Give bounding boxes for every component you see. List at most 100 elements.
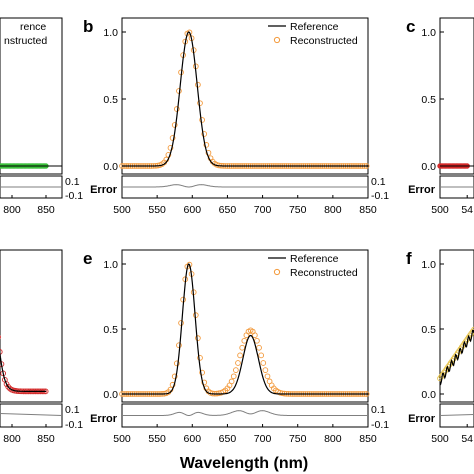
- legend-swatch-reconstructed: [273, 36, 281, 44]
- legend-label-reference: rence: [20, 21, 46, 33]
- x-tick-label: 650: [219, 433, 237, 445]
- reconstructed-point: [169, 381, 176, 388]
- legend-label-reference: Reference: [290, 21, 339, 33]
- legend-swatch-reconstructed: [273, 268, 281, 276]
- main-plot-frame: [439, 17, 474, 175]
- x-tick-label: 750: [289, 433, 307, 445]
- x-tick-label: 600: [184, 433, 202, 445]
- panel-c: [437, 17, 474, 199]
- panel-d: [0, 249, 63, 428]
- x-tick-label: 54: [461, 433, 473, 445]
- y-tick-label: 0.0: [421, 161, 436, 173]
- reconstructed-point: [279, 390, 286, 397]
- x-tick-label: 800: [3, 433, 21, 445]
- reconstructed-point: [169, 135, 176, 141]
- reconstructed-point: [260, 360, 267, 366]
- x-tick-label: 550: [148, 433, 166, 445]
- reconstructed-point: [171, 373, 178, 380]
- y-tick-label: 1.0: [103, 259, 118, 271]
- error-tick-label: -0.1: [371, 190, 389, 202]
- reconstructed-point: [167, 145, 174, 151]
- reconstructed-point: [203, 142, 210, 148]
- reconstructed-point: [201, 379, 208, 386]
- reconstructed-point: [469, 328, 474, 335]
- legend-label-reconstructed: nstructed: [4, 35, 47, 47]
- legend-label-reference: Reference: [290, 253, 339, 265]
- reconstructed-point: [471, 326, 474, 333]
- reconstructed-point: [186, 29, 193, 36]
- reconstructed-point: [241, 337, 248, 344]
- x-tick-label: 500: [431, 433, 449, 445]
- reference-series-line: [439, 329, 474, 386]
- reconstructed-point: [264, 373, 271, 380]
- reconstructed-point: [0, 349, 3, 355]
- x-tick-label: 850: [37, 204, 55, 216]
- main-plot-frame: [121, 249, 369, 403]
- reconstructed-point: [176, 342, 182, 349]
- error-label: Error: [90, 413, 118, 425]
- panel-letter-c: c: [406, 17, 415, 36]
- y-tick-label: 0.5: [103, 94, 118, 106]
- y-tick-label: 1.0: [103, 27, 118, 39]
- reconstructed-point: [239, 344, 246, 351]
- x-tick-label: 500: [431, 204, 449, 216]
- legend-label-reconstructed: Reconstructed: [290, 267, 358, 279]
- x-axis-title: Wavelength (nm): [180, 455, 308, 472]
- panel-letter-e: e: [83, 249, 92, 268]
- reconstructed-point: [228, 378, 235, 385]
- y-tick-label: 0.0: [103, 161, 118, 173]
- reconstructed-point: [205, 149, 212, 156]
- y-tick-label: 0.5: [421, 324, 436, 336]
- error-tick-label: -0.1: [65, 419, 83, 431]
- reconstructed-point: [195, 335, 201, 342]
- reference-series-line: [122, 263, 368, 395]
- error-tick-label: 0.1: [65, 176, 80, 188]
- x-tick-label: 500: [113, 433, 131, 445]
- y-tick-label: 1.0: [421, 259, 436, 271]
- error-tick-label: 0.1: [371, 404, 386, 416]
- reconstructed-point: [230, 373, 237, 380]
- error-tick-label: 0.1: [371, 176, 386, 188]
- y-tick-label: 0.5: [103, 324, 118, 336]
- x-tick-label: 550: [148, 204, 166, 216]
- reconstructed-point: [233, 367, 239, 373]
- x-tick-label: 650: [219, 204, 237, 216]
- reconstructed-point: [254, 337, 260, 344]
- x-tick-label: 800: [324, 433, 342, 445]
- x-tick-label: 500: [113, 204, 131, 216]
- error-tick-label: 0.1: [65, 404, 80, 416]
- error-series-line: [439, 414, 474, 416]
- panel-letter-f: f: [406, 249, 412, 268]
- error-label: Error: [408, 413, 436, 425]
- error-label: Error: [90, 184, 118, 196]
- reconstructed-point: [251, 332, 258, 339]
- error-label: Error: [408, 184, 436, 196]
- x-tick-label: 850: [359, 204, 377, 216]
- x-tick-label: 750: [289, 204, 307, 216]
- reconstructed-point: [173, 106, 180, 112]
- reference-series-line: [0, 348, 46, 392]
- reconstructed-point: [262, 367, 269, 373]
- reconstructed-point: [5, 384, 12, 390]
- reconstructed-point: [3, 381, 10, 387]
- reconstructed-point: [173, 360, 180, 367]
- main-plot-frame: [0, 249, 63, 403]
- reconstructed-point: [171, 122, 178, 128]
- reconstructed-point: [197, 355, 203, 361]
- error-series-line: [0, 413, 63, 416]
- reconstructed-point: [201, 131, 208, 137]
- y-tick-label: 1.0: [421, 27, 436, 39]
- x-tick-label: 800: [3, 204, 21, 216]
- reconstructed-point: [235, 360, 241, 366]
- x-tick-label: 700: [254, 433, 272, 445]
- error-tick-label: -0.1: [371, 419, 389, 431]
- x-tick-label: 850: [359, 433, 377, 445]
- main-plot-frame: [439, 249, 474, 403]
- reconstructed-point: [237, 352, 243, 359]
- panel-e: [119, 249, 370, 428]
- main-plot-frame: [121, 17, 369, 175]
- panel-letter-b: b: [83, 17, 93, 36]
- main-plot-frame: [0, 17, 63, 175]
- panel-a: [0, 17, 63, 199]
